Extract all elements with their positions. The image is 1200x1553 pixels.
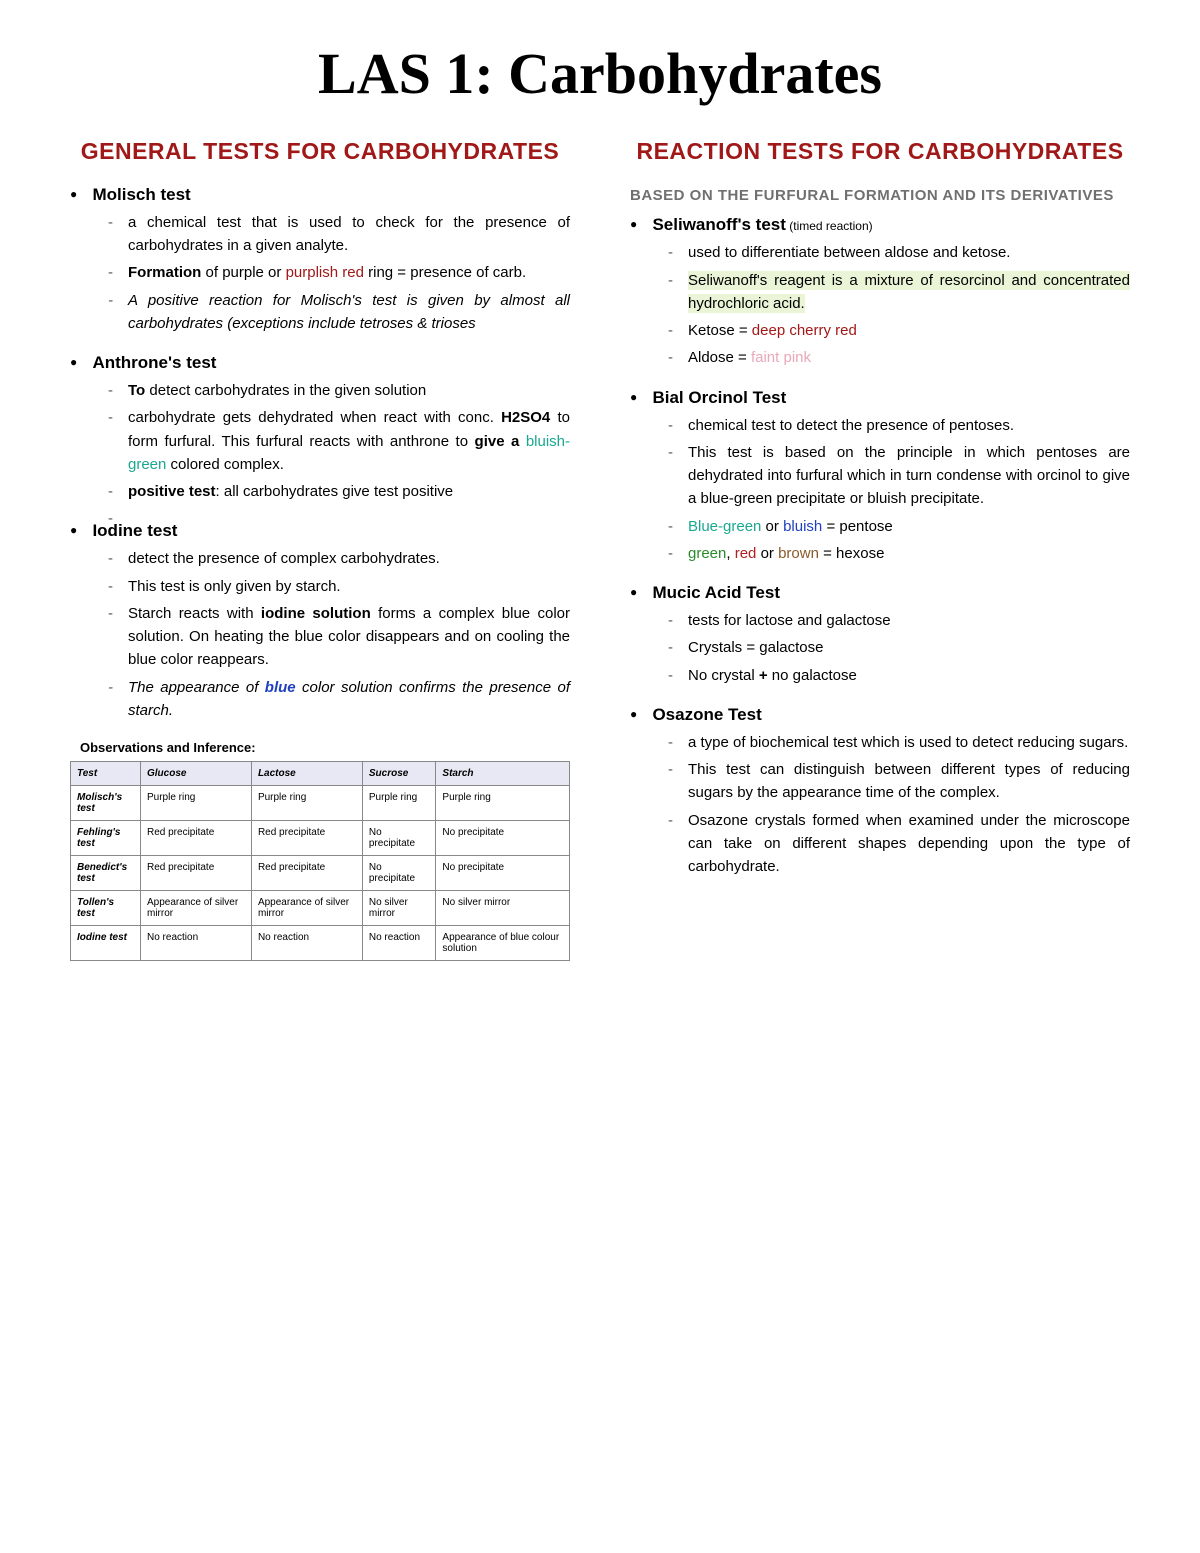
- seliwanoff-note: (timed reaction): [786, 219, 873, 233]
- reaction-tests-list: Seliwanoff's test (timed reaction) used …: [630, 215, 1130, 878]
- anthrone-name: Anthrone's test: [92, 353, 216, 372]
- mucic-name: Mucic Acid Test: [652, 583, 780, 602]
- iodine-d4: The appearance of blue color solution co…: [128, 676, 570, 723]
- osazone-name: Osazone Test: [652, 705, 761, 724]
- th-glucose: Glucose: [141, 762, 252, 786]
- molisch-name: Molisch test: [92, 185, 190, 204]
- seliwanoff-test: Seliwanoff's test (timed reaction) used …: [648, 215, 1130, 369]
- columns: GENERAL TESTS FOR CARBOHYDRATES Molisch …: [70, 137, 1130, 961]
- mucic-d3: No crystal + no galactose: [688, 664, 1130, 687]
- table-caption: Observations and Inference:: [80, 740, 570, 755]
- seliwanoff-d3: Ketose = deep cherry red: [688, 319, 1130, 342]
- seliwanoff-name: Seliwanoff's test: [652, 215, 785, 234]
- table-row: Tollen's test Appearance of silver mirro…: [71, 891, 570, 926]
- th-lactose: Lactose: [251, 762, 362, 786]
- bial-d3: Blue-green or bluish = pentose: [688, 515, 1130, 538]
- mucic-d1: tests for lactose and galactose: [688, 609, 1130, 632]
- seliwanoff-d4: Aldose = faint pink: [688, 346, 1130, 369]
- anthrone-d3: positive test: all carbohydrates give te…: [128, 480, 570, 503]
- table-header-row: Test Glucose Lactose Sucrose Starch: [71, 762, 570, 786]
- iodine-test: Iodine test detect the presence of compl…: [88, 521, 570, 722]
- left-column: GENERAL TESTS FOR CARBOHYDRATES Molisch …: [70, 137, 570, 961]
- page-title: LAS 1: Carbohydrates: [70, 40, 1130, 107]
- anthrone-d2: carbohydrate gets dehydrated when react …: [128, 406, 570, 476]
- table-row: Molisch's test Purple ring Purple ring P…: [71, 786, 570, 821]
- general-tests-heading: GENERAL TESTS FOR CARBOHYDRATES: [70, 137, 570, 167]
- anthrone-d1: To detect carbohydrates in the given sol…: [128, 379, 570, 402]
- table-row: Benedict's test Red precipitate Red prec…: [71, 856, 570, 891]
- anthrone-test: Anthrone's test To detect carbohydrates …: [88, 353, 570, 503]
- bial-d1: chemical test to detect the presence of …: [688, 414, 1130, 437]
- molisch-d3: A positive reaction for Molisch's test i…: [128, 289, 570, 336]
- general-tests-list: Molisch test a chemical test that is use…: [70, 185, 570, 722]
- seliwanoff-d2: Seliwanoff's reagent is a mixture of res…: [688, 269, 1130, 316]
- iodine-d1: detect the presence of complex carbohydr…: [128, 547, 570, 570]
- osazone-d1: a type of biochemical test which is used…: [688, 731, 1130, 754]
- table-row: Iodine test No reaction No reaction No r…: [71, 926, 570, 961]
- bial-d4: green, red or brown = hexose: [688, 542, 1130, 565]
- iodine-d2: This test is only given by starch.: [128, 575, 570, 598]
- reaction-subheading: BASED ON THE FURFURAL FORMATION AND ITS …: [630, 185, 1130, 208]
- molisch-test: Molisch test a chemical test that is use…: [88, 185, 570, 335]
- bial-test: Bial Orcinol Test chemical test to detec…: [648, 388, 1130, 566]
- reaction-tests-heading: REACTION TESTS FOR CARBOHYDRATES: [630, 137, 1130, 167]
- iodine-name: Iodine test: [92, 521, 177, 540]
- th-sucrose: Sucrose: [362, 762, 436, 786]
- mucic-test: Mucic Acid Test tests for lactose and ga…: [648, 583, 1130, 687]
- osazone-d3: Osazone crystals formed when examined un…: [688, 809, 1130, 879]
- osazone-test: Osazone Test a type of biochemical test …: [648, 705, 1130, 879]
- molisch-d1: a chemical test that is used to check fo…: [128, 211, 570, 258]
- seliwanoff-d1: used to differentiate between aldose and…: [688, 241, 1130, 264]
- th-starch: Starch: [436, 762, 570, 786]
- molisch-d2: Formation of purple or purplish red ring…: [128, 261, 570, 284]
- table-row: Fehling's test Red precipitate Red preci…: [71, 821, 570, 856]
- iodine-d3: Starch reacts with iodine solution forms…: [128, 602, 570, 672]
- mucic-d2: Crystals = galactose: [688, 636, 1130, 659]
- bial-name: Bial Orcinol Test: [652, 388, 786, 407]
- bial-d2: This test is based on the principle in w…: [688, 441, 1130, 511]
- right-column: REACTION TESTS FOR CARBOHYDRATES BASED O…: [630, 137, 1130, 961]
- th-test: Test: [71, 762, 141, 786]
- observations-table: Test Glucose Lactose Sucrose Starch Moli…: [70, 761, 570, 961]
- osazone-d2: This test can distinguish between differ…: [688, 758, 1130, 805]
